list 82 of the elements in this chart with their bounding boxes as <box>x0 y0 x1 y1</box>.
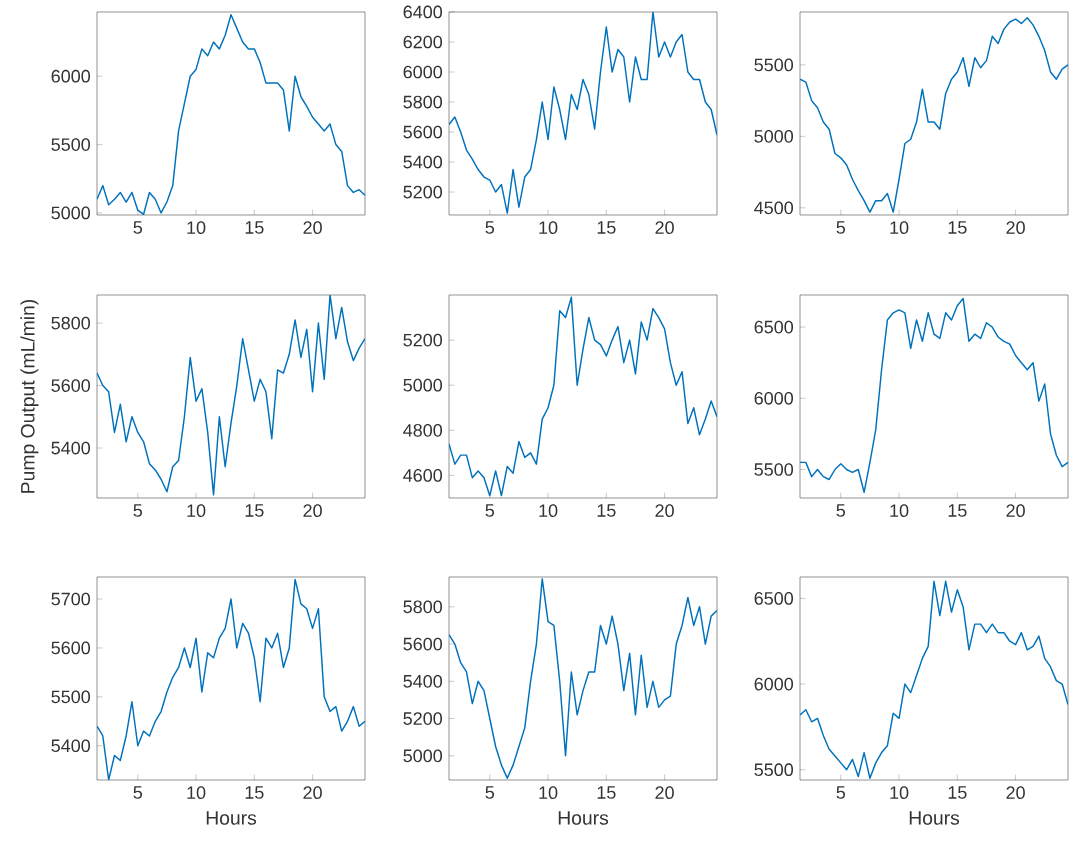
y-tick-label: 5200 <box>403 185 443 199</box>
y-tick-label: 5800 <box>403 600 443 614</box>
y-tick-label: 5800 <box>51 316 91 330</box>
x-tick-label: 10 <box>890 221 909 234</box>
y-tick-label: 5400 <box>403 155 443 169</box>
y-tick-label: 5000 <box>51 206 91 220</box>
y-tick-label: 6200 <box>403 35 443 49</box>
y-tick-label: 5000 <box>403 378 443 392</box>
y-tick-label: 5000 <box>403 749 443 763</box>
line-series <box>800 16 1069 213</box>
line-series <box>800 297 1069 494</box>
x-tick-label: 15 <box>245 504 264 517</box>
y-tick-label: 6000 <box>403 65 443 79</box>
x-tick-label: 15 <box>597 504 616 517</box>
y-tick-label: 5400 <box>51 441 91 455</box>
x-tick-label: 10 <box>890 504 909 517</box>
y-tick-label: 5200 <box>403 712 443 725</box>
x-tick-label: 5 <box>485 786 495 799</box>
x-tick-label: 20 <box>1006 786 1025 799</box>
x-tick-label: 10 <box>187 504 206 517</box>
line-series <box>449 11 718 214</box>
y-tick-label: 5500 <box>754 58 794 72</box>
x-tick-label: 10 <box>539 786 558 799</box>
x-tick-label: 10 <box>890 786 909 799</box>
x-tick-label: 5 <box>485 221 495 234</box>
y-tick-label: 6400 <box>403 5 443 19</box>
x-tick-label: 15 <box>597 786 616 799</box>
x-tick-label: 15 <box>245 221 264 234</box>
x-tick-label: 10 <box>539 221 558 234</box>
line-series <box>97 578 365 780</box>
x-tick-label: 20 <box>1006 221 1025 234</box>
y-tick-label: 5500 <box>754 763 794 777</box>
line-series <box>449 296 718 497</box>
y-tick-label: 5600 <box>51 641 91 655</box>
x-tick-label: 10 <box>187 221 206 234</box>
x-tick-label: 5 <box>133 786 143 799</box>
y-tick-label: 5000 <box>754 129 794 143</box>
x-tick-label: 15 <box>948 504 967 517</box>
y-tick-label: 5500 <box>754 463 794 476</box>
x-tick-label: 20 <box>303 786 322 799</box>
x-tick-label: 20 <box>655 221 674 234</box>
y-tick-label: 5500 <box>51 690 91 704</box>
x-tick-label: 20 <box>1006 504 1025 517</box>
x-tick-label: 5 <box>485 504 495 517</box>
y-tick-label: 5600 <box>403 637 443 651</box>
y-tick-label: 6500 <box>754 320 794 334</box>
x-axis-title: Hours <box>909 811 960 825</box>
y-tick-label: 4500 <box>754 201 794 215</box>
x-tick-label: 15 <box>948 221 967 234</box>
x-tick-label: 5 <box>836 504 846 517</box>
y-tick-label: 5600 <box>403 125 443 139</box>
y-tick-label: 6000 <box>754 391 794 405</box>
x-tick-label: 20 <box>655 786 674 799</box>
x-tick-label: 5 <box>133 221 143 234</box>
x-tick-label: 15 <box>597 221 616 234</box>
y-axis-title: Pump Output (mL/min) <box>20 299 39 493</box>
x-tick-label: 20 <box>655 504 674 517</box>
x-tick-label: 20 <box>303 221 322 234</box>
y-tick-label: 5700 <box>51 592 91 606</box>
x-tick-label: 10 <box>187 786 206 799</box>
y-tick-label: 5200 <box>403 333 443 347</box>
x-axis-title: Hours <box>558 811 609 825</box>
y-tick-label: 5500 <box>51 138 91 151</box>
line-series <box>800 580 1069 780</box>
x-tick-label: 15 <box>245 786 264 799</box>
x-tick-label: 10 <box>539 504 558 517</box>
x-tick-label: 5 <box>133 504 143 517</box>
x-tick-label: 15 <box>948 786 967 799</box>
y-tick-label: 4600 <box>403 469 443 482</box>
x-tick-label: 20 <box>303 504 322 517</box>
line-series <box>97 295 365 496</box>
y-tick-label: 6000 <box>51 69 91 83</box>
x-axis-title: Hours <box>206 811 257 825</box>
y-tick-label: 5600 <box>51 379 91 392</box>
y-tick-label: 5400 <box>403 674 443 688</box>
y-tick-label: 6500 <box>754 592 794 605</box>
y-tick-label: 5400 <box>51 739 91 753</box>
y-tick-label: 6000 <box>754 677 794 691</box>
x-tick-label: 5 <box>836 221 846 234</box>
x-tick-label: 5 <box>836 786 846 799</box>
y-tick-label: 5800 <box>403 95 443 109</box>
y-tick-label: 4800 <box>403 423 443 437</box>
